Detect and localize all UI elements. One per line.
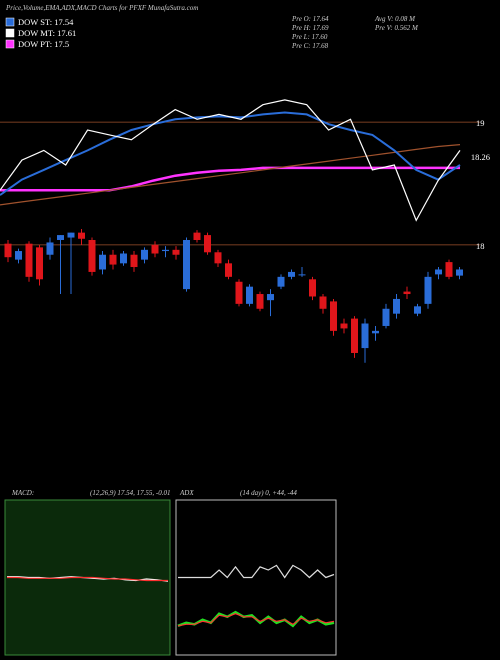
candle-body	[183, 240, 190, 290]
level-label: 18	[476, 241, 485, 251]
candle-body	[99, 254, 106, 270]
indicator-line	[7, 576, 168, 582]
candle-body	[351, 318, 358, 353]
candle-body	[15, 251, 22, 260]
legend-swatch	[5, 39, 15, 49]
info-text: Pre C: 17.68	[291, 42, 329, 50]
candle-body	[277, 276, 285, 287]
ema-line	[0, 99, 461, 222]
candle-body	[46, 242, 54, 255]
adx-title: ADX	[179, 489, 194, 497]
candle-body	[120, 253, 127, 264]
candle-body	[309, 279, 316, 297]
candle-body	[319, 296, 327, 309]
candle-body	[67, 232, 75, 238]
legend-label: DOW MT: 17.61	[18, 28, 76, 38]
candle-body	[340, 323, 348, 329]
candle-body	[298, 274, 306, 276]
legend-swatch	[5, 17, 15, 27]
candle-body	[382, 308, 390, 326]
candle-body	[361, 323, 369, 349]
candle-body	[109, 254, 117, 265]
chart-title: Price,Volume,EMA,ADX,MACD Charts for PFX…	[5, 4, 198, 12]
candle-body	[372, 330, 379, 334]
candle-body	[193, 232, 201, 240]
candle-body	[246, 286, 253, 304]
info-text: Pre O: 17.64	[291, 15, 329, 23]
candle-body	[4, 243, 12, 258]
indicator-line	[178, 564, 335, 579]
candle-body	[162, 249, 169, 252]
indicator-line	[177, 613, 335, 627]
info-text: Pre L: 17.60	[291, 33, 328, 41]
candle-body	[225, 263, 232, 277]
candle-body	[288, 271, 295, 277]
candle-body	[393, 298, 400, 314]
level-label: 19	[476, 118, 485, 128]
candle-body	[88, 240, 96, 272]
candle-body	[78, 232, 85, 239]
macd-values: (12,26,9) 17.54, 17.55, -0.01	[90, 489, 171, 497]
candle-body	[214, 252, 222, 264]
info-text: Avg V: 0.08 M	[374, 15, 416, 23]
candle-body	[130, 254, 138, 268]
candle-body	[57, 235, 64, 240]
candle-body	[256, 294, 264, 309]
ema-line	[0, 144, 461, 206]
candle-body	[172, 249, 180, 255]
candle-body	[424, 276, 432, 304]
candle-body	[151, 244, 159, 254]
adx-values: (14 day) 0, +44, -44	[240, 489, 297, 497]
candle-body	[414, 306, 421, 314]
candle-body	[204, 235, 211, 253]
legend-swatch	[5, 28, 15, 38]
candle-body	[445, 262, 453, 277]
candle-body	[36, 247, 43, 280]
candle-body	[25, 243, 33, 277]
candle-body	[403, 291, 411, 295]
info-text: Pre V: 0.562 M	[374, 24, 419, 32]
candle-body	[267, 294, 274, 301]
macd-title: MACD:	[11, 489, 34, 497]
candle-body	[141, 249, 148, 260]
legend-label: DOW PT: 17.5	[18, 39, 69, 49]
candle-body	[235, 281, 243, 304]
legend-label: DOW ST: 17.54	[18, 17, 74, 27]
info-text: Pre H: 17.69	[291, 24, 329, 32]
candle-body	[456, 269, 463, 276]
candle-body	[435, 269, 442, 275]
ema-label: 18.26	[471, 152, 490, 162]
candle-body	[330, 301, 337, 331]
